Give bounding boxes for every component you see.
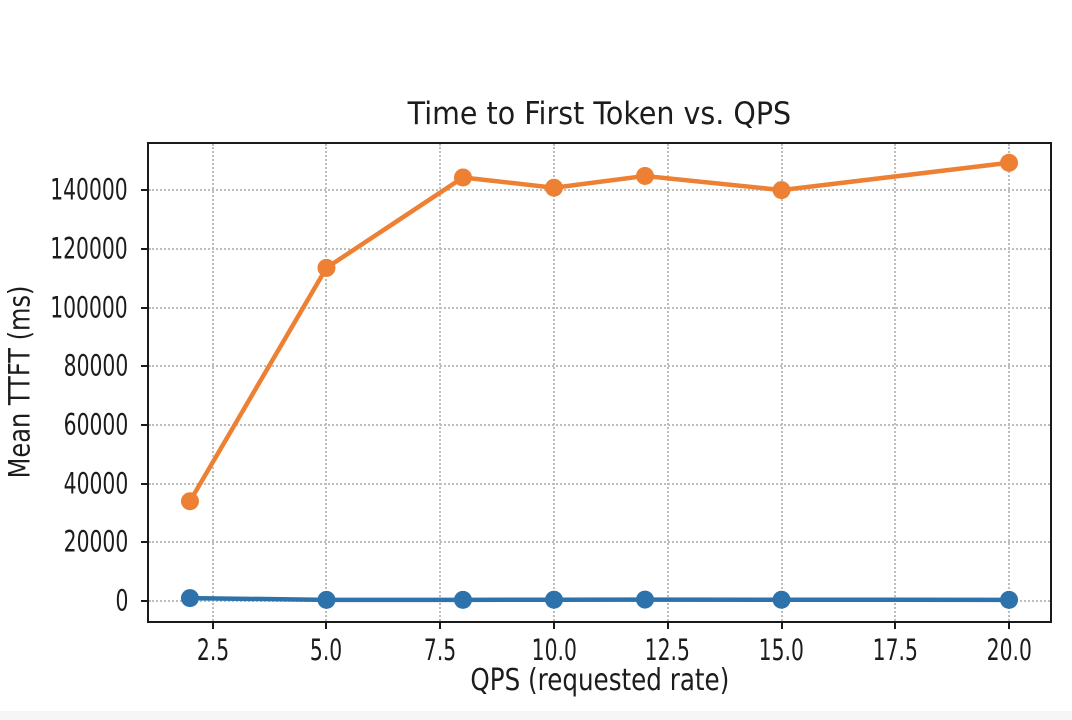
- data-point-marker-blue: [453, 590, 472, 609]
- y-tick-mark: [141, 423, 149, 426]
- data-point-marker-blue: [636, 590, 655, 609]
- gridline-horizontal: [149, 306, 1050, 309]
- y-tick-label: 60000: [63, 407, 128, 442]
- gridline-horizontal: [149, 482, 1050, 485]
- x-tick-mark: [894, 621, 897, 629]
- data-point-marker-blue: [1000, 590, 1019, 609]
- gridline-horizontal: [149, 541, 1050, 544]
- series-line-orange: [188, 160, 1010, 503]
- gridline-vertical: [1008, 144, 1011, 621]
- y-tick-label: 40000: [63, 466, 128, 501]
- x-tick-label-text: 2.5: [196, 633, 229, 667]
- x-tick-label: 5.0: [266, 636, 386, 665]
- gridline-vertical: [780, 144, 783, 621]
- data-point-marker-blue: [317, 590, 336, 609]
- data-point-marker-orange: [453, 168, 472, 187]
- page-bottom-strip: [0, 711, 1072, 720]
- y-tick-label: 20000: [63, 524, 128, 559]
- x-tick-mark: [552, 621, 555, 629]
- data-point-marker-blue: [180, 589, 199, 608]
- y-tick-mark: [141, 247, 149, 250]
- x-tick-label: 2.5: [153, 636, 273, 665]
- x-tick-mark: [439, 621, 442, 629]
- chart-title-text: Time to First Token vs. QPS: [407, 96, 792, 132]
- x-tick-label-text: 10.0: [531, 633, 577, 667]
- x-tick-mark: [1008, 621, 1011, 629]
- y-tick-label: 120000: [50, 231, 128, 266]
- y-tick-label: 0: [115, 583, 128, 618]
- x-tick-label: 12.5: [608, 636, 728, 665]
- y-tick-mark: [141, 365, 149, 368]
- data-point-marker-blue: [544, 590, 563, 609]
- y-tick-label: 100000: [50, 290, 128, 324]
- y-tick-label: 80000: [63, 348, 128, 383]
- y-tick-mark: [141, 600, 149, 603]
- gridline-vertical: [439, 144, 442, 621]
- x-tick-mark: [325, 621, 328, 629]
- x-tick-label-text: 7.5: [424, 633, 457, 667]
- x-tick-label-text: 15.0: [758, 633, 805, 667]
- x-tick-label-text: 5.0: [310, 633, 343, 667]
- gridline-vertical: [552, 144, 555, 621]
- y-axis-label: Mean TTFT (ms): [2, 285, 37, 479]
- plot-area: [147, 142, 1052, 623]
- y-tick-label: 140000: [50, 172, 128, 207]
- series-line-blue: [189, 595, 1010, 603]
- gridline-horizontal: [149, 365, 1050, 368]
- data-point-marker-orange: [317, 258, 336, 277]
- chart-title: Time to First Token vs. QPS: [149, 99, 1050, 130]
- x-tick-mark: [780, 621, 783, 629]
- y-tick-mark: [141, 541, 149, 544]
- x-tick-label-text: 12.5: [645, 633, 691, 667]
- y-tick-mark: [141, 482, 149, 485]
- x-axis-label-text: QPS (requested rate): [470, 663, 729, 698]
- y-tick-mark: [141, 306, 149, 309]
- x-axis-label: QPS (requested rate): [149, 666, 1050, 696]
- gridline-horizontal: [149, 247, 1050, 250]
- data-point-marker-orange: [772, 181, 791, 200]
- x-tick-mark: [666, 621, 669, 629]
- gridline-vertical: [211, 144, 214, 621]
- x-tick-label: 15.0: [722, 636, 842, 665]
- data-point-marker-blue: [772, 590, 791, 609]
- x-tick-label-text: 20.0: [986, 633, 1032, 667]
- data-point-marker-orange: [180, 492, 199, 511]
- gridline-horizontal: [149, 423, 1050, 426]
- x-tick-label-text: 17.5: [872, 633, 918, 667]
- x-tick-label: 7.5: [380, 636, 500, 665]
- data-point-marker-orange: [1000, 153, 1019, 172]
- x-tick-label: 17.5: [835, 636, 955, 665]
- x-tick-mark: [211, 621, 214, 629]
- gridline-vertical: [666, 144, 669, 621]
- data-point-marker-orange: [544, 178, 563, 197]
- gridline-horizontal: [149, 189, 1050, 192]
- y-tick-mark: [141, 189, 149, 192]
- data-point-marker-orange: [636, 166, 655, 185]
- x-tick-label: 20.0: [949, 636, 1069, 665]
- series-plot: [180, 153, 1019, 609]
- gridline-vertical: [894, 144, 897, 621]
- x-tick-label: 10.0: [494, 636, 614, 665]
- gridline-vertical: [325, 144, 328, 621]
